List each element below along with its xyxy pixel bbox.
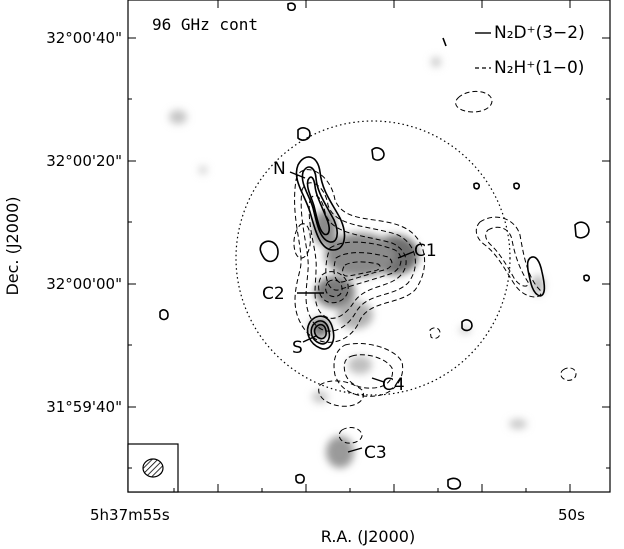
source-label-n: N [273, 159, 286, 179]
source-label-c3: C3 [364, 443, 387, 463]
source-label-s: S [292, 338, 303, 358]
y-tick-label: 32°00'40" [46, 29, 122, 47]
source-label-c4: C4 [382, 375, 405, 395]
y-axis-title: Dec. (J2000) [3, 196, 22, 295]
y-tick-label: 32°00'20" [46, 152, 122, 170]
y-tick-label: 31°59'40" [46, 398, 122, 416]
beam-inset [127, 443, 179, 493]
legend-label-n2d: N₂D⁺(3−2) [494, 23, 585, 43]
beam-ellipse [142, 458, 164, 478]
panel-label: 96 GHz cont [152, 15, 258, 34]
n2d-contours [159, 2, 590, 490]
primary-beam-circle [235, 120, 511, 396]
n2h-contours [293, 91, 577, 444]
source-label-c1: C1 [414, 241, 437, 261]
y-tick-label: 32°00'00" [46, 275, 122, 293]
source-pointers [289, 171, 414, 453]
source-label-c2: C2 [262, 284, 285, 304]
legend: N₂D⁺(3−2) N₂H⁺(1−0) [475, 23, 585, 78]
x-tick-label-right: 50s [558, 506, 585, 524]
x-tick-label-left: 5h37m55s [90, 506, 170, 524]
axis-ticks [128, 0, 610, 492]
x-axis-title: R.A. (J2000) [321, 527, 415, 546]
legend-label-n2h: N₂H⁺(1−0) [494, 58, 584, 78]
